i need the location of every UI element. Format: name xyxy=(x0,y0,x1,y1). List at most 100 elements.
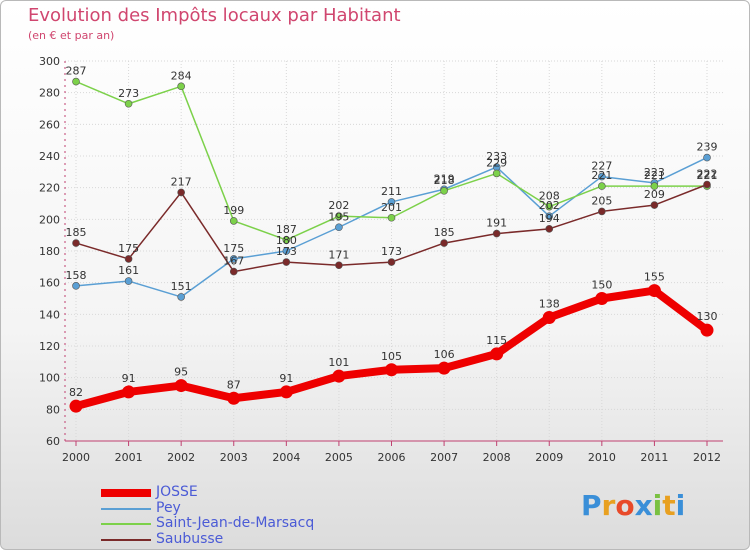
chart-title: Evolution des Impôts locaux par Habitant xyxy=(28,5,401,26)
data-label: 138 xyxy=(539,298,560,311)
data-point xyxy=(335,261,343,270)
data-point xyxy=(440,187,448,195)
data-point xyxy=(437,361,451,375)
y-tick-label: 220 xyxy=(39,182,60,195)
data-point xyxy=(335,212,343,220)
data-point xyxy=(174,379,188,393)
data-point xyxy=(122,385,136,399)
x-tick-label: 2007 xyxy=(430,451,458,464)
data-point xyxy=(124,255,133,263)
data-point xyxy=(492,169,501,178)
data-point xyxy=(542,311,556,324)
data-label: 130 xyxy=(697,310,718,323)
data-point xyxy=(229,255,238,263)
data-point xyxy=(229,217,238,225)
data-label: 175 xyxy=(118,242,139,255)
data-label: 239 xyxy=(697,141,718,154)
data-point xyxy=(72,282,80,290)
y-tick-label: 180 xyxy=(39,245,60,258)
legend-swatch xyxy=(101,538,151,541)
data-label: 205 xyxy=(591,194,612,207)
data-point xyxy=(229,267,238,276)
x-tick-label: 2000 xyxy=(62,451,90,464)
series-group xyxy=(69,77,714,413)
legend-swatch xyxy=(101,489,151,497)
data-label: 201 xyxy=(381,201,402,214)
data-label: 195 xyxy=(328,210,349,223)
y-tick-label: 80 xyxy=(46,403,60,416)
logo-letter: x xyxy=(634,489,653,522)
legend: JOSSE Pey Saint-Jean-de-Marsacq Saubusse xyxy=(101,484,401,548)
data-point xyxy=(124,99,133,108)
data-label: 273 xyxy=(118,87,139,100)
data-label: 106 xyxy=(434,348,455,361)
legend-swatch xyxy=(101,523,151,525)
data-label: 105 xyxy=(381,350,402,363)
y-tick-label: 200 xyxy=(39,213,60,226)
data-point xyxy=(282,258,291,266)
y-tick-label: 300 xyxy=(39,55,60,68)
data-label: 191 xyxy=(486,217,507,230)
data-label: 287 xyxy=(66,65,87,78)
x-tick-label: 2002 xyxy=(167,451,195,464)
data-point xyxy=(440,239,448,247)
data-label: 115 xyxy=(486,334,507,347)
data-point xyxy=(387,213,396,222)
data-label: 217 xyxy=(171,175,192,188)
data-label: 202 xyxy=(328,199,349,212)
data-label: 227 xyxy=(591,160,612,173)
data-label: 101 xyxy=(328,356,349,369)
data-label: 221 xyxy=(644,169,665,182)
data-point xyxy=(703,153,711,162)
grid xyxy=(65,60,723,442)
data-label: 185 xyxy=(66,226,87,239)
axes: 60 80 100 120 140 160 180 200 220 240 260 280 300 200… xyxy=(39,55,723,464)
data-point xyxy=(595,292,609,305)
data-label: 187 xyxy=(276,223,297,236)
data-label: 218 xyxy=(434,174,455,187)
data-point xyxy=(545,202,554,211)
data-label: 150 xyxy=(591,279,612,292)
data-label: 91 xyxy=(279,372,293,385)
data-label: 91 xyxy=(122,372,136,385)
data-label: 194 xyxy=(539,212,560,225)
proxiti-logo: Proxiti xyxy=(581,489,685,522)
data-point xyxy=(598,207,606,216)
data-point xyxy=(650,201,659,209)
data-point xyxy=(177,82,185,91)
data-label: 180 xyxy=(276,234,297,247)
data-point xyxy=(387,258,396,266)
data-point xyxy=(647,284,661,298)
data-label: 173 xyxy=(276,245,297,258)
x-tick-label: 2001 xyxy=(115,451,143,464)
data-label: 233 xyxy=(486,150,507,163)
data-label: 221 xyxy=(697,169,718,182)
legend-label: JOSSE xyxy=(156,484,198,500)
data-label: 229 xyxy=(486,156,507,169)
data-label: 185 xyxy=(434,226,455,239)
y-tick-label: 240 xyxy=(39,150,60,163)
data-point xyxy=(69,399,83,413)
legend-item: JOSSE xyxy=(101,484,401,501)
data-point xyxy=(598,182,606,190)
data-point xyxy=(279,385,293,399)
y-tick-label: 160 xyxy=(39,277,60,290)
data-label: 211 xyxy=(381,185,402,198)
data-point xyxy=(227,391,241,405)
data-label: 222 xyxy=(697,168,718,181)
data-label: 219 xyxy=(434,172,455,185)
logo-letter: P xyxy=(581,489,602,522)
legend-item: Saubusse xyxy=(101,530,401,548)
y-tick-label: 120 xyxy=(39,340,60,353)
data-label: 87 xyxy=(227,378,241,391)
logo-letter: o xyxy=(615,489,635,522)
y-tick-label: 140 xyxy=(39,308,60,321)
data-label: 161 xyxy=(118,264,139,277)
data-label: 221 xyxy=(591,169,612,182)
legend-label: Saubusse xyxy=(156,530,224,547)
x-tick-label: 2008 xyxy=(483,451,511,464)
y-tick-label: 100 xyxy=(39,372,60,385)
data-label: 173 xyxy=(381,245,402,258)
x-tick-label: 2012 xyxy=(693,451,721,464)
